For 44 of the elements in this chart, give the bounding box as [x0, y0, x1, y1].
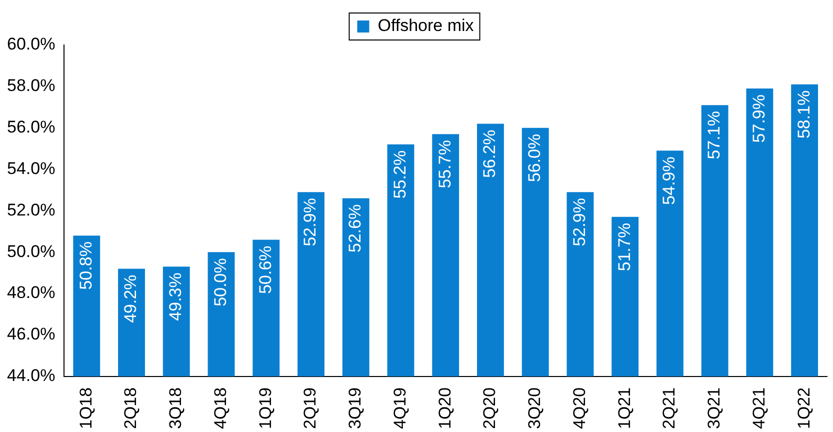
data-label: 51.7%: [614, 222, 634, 272]
x-tick-label: 1Q18: [76, 387, 96, 430]
data-label: 56.2%: [480, 130, 500, 178]
data-label: 52.6%: [346, 204, 365, 252]
x-tick-label: 2Q19: [300, 387, 320, 430]
y-tick-label: 46.0%: [7, 324, 56, 344]
x-tick-label: 4Q19: [390, 387, 410, 430]
y-tick-label: 48.0%: [7, 283, 56, 302]
data-label: 50.8%: [76, 242, 96, 290]
x-tick-label: 2Q21: [660, 387, 679, 430]
x-tick-label: 2Q18: [121, 387, 140, 430]
y-tick-label: 52.0%: [7, 200, 56, 220]
data-label: 56.0%: [525, 134, 544, 182]
data-label: 55.7%: [435, 140, 454, 188]
x-tick-label: 1Q21: [614, 387, 634, 430]
x-tick-label: 3Q20: [525, 387, 544, 430]
x-tick-label: 4Q21: [749, 387, 768, 430]
y-tick-label: 50.0%: [7, 242, 56, 261]
data-label: 58.1%: [794, 90, 814, 139]
data-label: 52.9%: [300, 198, 320, 246]
data-label: 57.1%: [704, 111, 724, 160]
y-tick-label: 58.0%: [7, 76, 56, 96]
data-label: 54.9%: [660, 156, 679, 205]
y-tick-label: 60.0%: [7, 34, 56, 54]
data-label: 50.6%: [256, 246, 275, 294]
y-tick-label: 56.0%: [7, 118, 56, 137]
x-tick-label: 4Q20: [570, 387, 589, 430]
x-tick-label: 3Q18: [166, 387, 186, 430]
data-label: 49.3%: [166, 272, 186, 321]
x-tick-label: 1Q20: [435, 387, 454, 430]
data-label: 57.9%: [749, 94, 768, 143]
data-label: 49.2%: [121, 274, 140, 323]
x-tick-label: 1Q19: [256, 387, 275, 430]
data-label: 55.2%: [390, 150, 410, 199]
x-tick-label: 4Q18: [210, 387, 230, 430]
x-tick-label: 3Q19: [346, 387, 365, 430]
data-label: 50.0%: [210, 258, 230, 306]
data-label: 52.9%: [570, 198, 589, 246]
x-tick-label: 1Q22: [794, 387, 814, 430]
legend-label: Offshore mix: [378, 16, 474, 36]
y-tick-label: 54.0%: [7, 158, 56, 178]
x-tick-label: 2Q20: [480, 387, 500, 430]
y-tick-label: 44.0%: [7, 366, 56, 386]
x-tick-label: 3Q21: [704, 387, 724, 430]
